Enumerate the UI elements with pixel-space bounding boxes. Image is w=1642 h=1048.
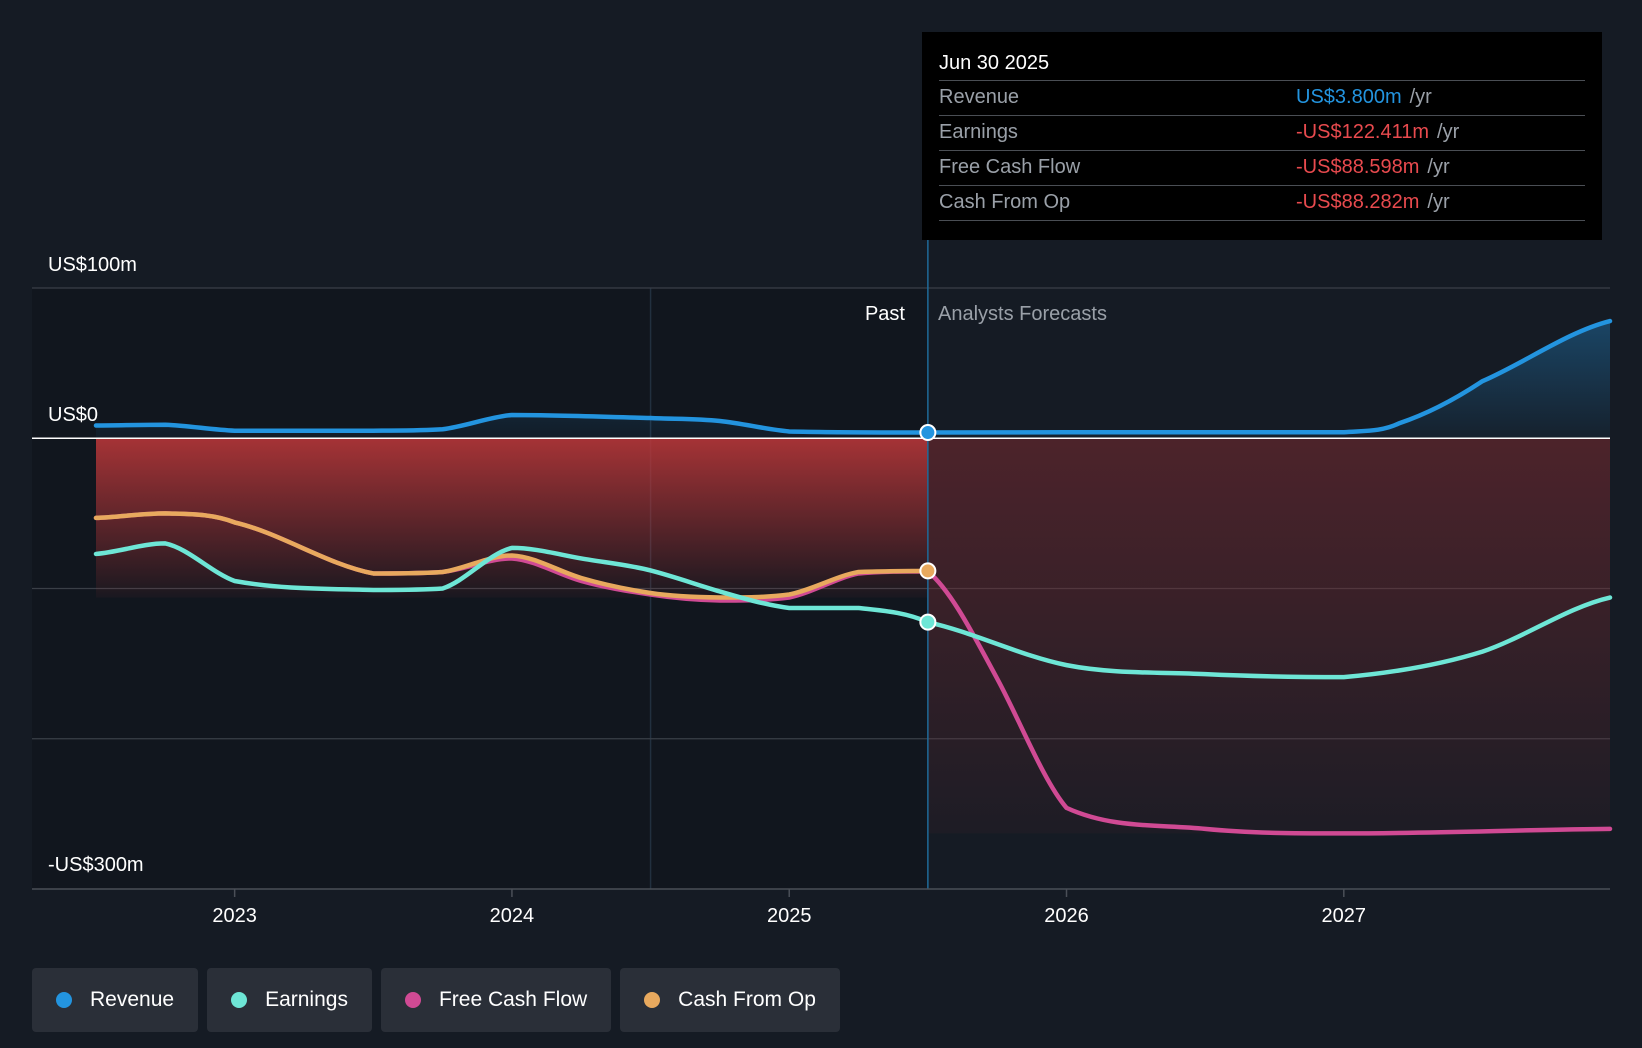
tooltip-unit: /yr	[1427, 191, 1450, 213]
tooltip-row-earnings: Earnings -US$122.411m /yr	[939, 115, 1585, 150]
series-line-earnings[interactable]	[93, 541, 1613, 680]
tooltip-label: Earnings	[939, 121, 1018, 143]
tooltip-label: Revenue	[939, 86, 1020, 108]
forecast-label: Analysts Forecasts	[938, 303, 1107, 325]
x-tick-label: 2026	[1044, 905, 1089, 927]
legend-label: Free Cash Flow	[438, 988, 588, 1011]
tooltip-unit: /yr	[1437, 121, 1460, 143]
legend-item-cash-from-op[interactable]: Cash From Op	[620, 968, 840, 1032]
series-line-cfo[interactable]	[93, 511, 931, 600]
legend-item-earnings[interactable]: Earnings	[207, 968, 372, 1032]
x-tick-label: 2024	[490, 905, 535, 927]
legend-dot-icon	[644, 992, 661, 1008]
legend-item-revenue[interactable]: Revenue	[32, 968, 199, 1032]
x-tick-label: 2027	[1322, 905, 1367, 927]
tooltip-value: -US$88.282m	[1296, 191, 1420, 213]
tooltip-label: Cash From Op	[939, 191, 1071, 213]
legend-label: Earnings	[265, 988, 348, 1011]
legend-dot-icon	[56, 992, 72, 1008]
tooltip-value: -US$122.411m	[1296, 121, 1430, 143]
tooltip-row-cash-from-op: Cash From Op -US$88.282m /yr	[939, 185, 1585, 221]
y-label-top: US$100m	[48, 254, 137, 276]
tooltip-row-revenue: Revenue US$3.800m /yr	[939, 80, 1585, 115]
tooltip-label: Free Cash Flow	[939, 156, 1081, 178]
marker-cfo[interactable]	[919, 562, 937, 580]
x-tick-label: 2025	[767, 905, 812, 927]
legend: Revenue Earnings Free Cash Flow Cash Fro…	[32, 968, 840, 1032]
y-label-bottom: -US$300m	[48, 854, 144, 876]
tooltip-unit: /yr	[1409, 86, 1432, 108]
legend-item-free-cash-flow[interactable]: Free Cash Flow	[380, 968, 612, 1032]
y-label-zero: US$0	[48, 404, 98, 426]
legend-dot-icon	[404, 992, 421, 1008]
legend-label: Cash From Op	[678, 988, 816, 1011]
revenue-area	[96, 321, 1610, 439]
legend-label: Revenue	[90, 988, 175, 1011]
tooltip-unit: /yr	[1427, 156, 1450, 178]
tooltip-panel: Jun 30 2025 Revenue US$3.800m /yr Earnin…	[922, 32, 1602, 240]
tooltip-value: US$3.800m	[1296, 86, 1402, 108]
tooltip-date: Jun 30 2025	[939, 52, 1050, 74]
tooltip-value: -US$88.598m	[1296, 156, 1420, 178]
legend-dot-icon	[231, 992, 248, 1008]
marker-earnings[interactable]	[919, 613, 937, 631]
series-line-revenue[interactable]	[93, 318, 1613, 435]
negative-area-forecast	[927, 438, 1610, 834]
negative-area-past	[96, 438, 928, 598]
past-label: Past	[865, 303, 905, 325]
tooltip-row-free-cash-flow: Free Cash Flow -US$88.598m /yr	[939, 150, 1585, 185]
x-tick-label: 2023	[212, 905, 257, 927]
marker-revenue[interactable]	[919, 424, 937, 442]
